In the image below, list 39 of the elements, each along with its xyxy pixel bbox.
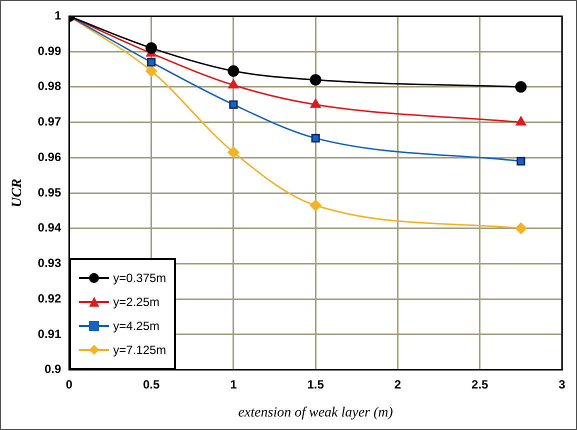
y-tick-label: 0.96	[38, 150, 62, 164]
legend-label: y=4.25m	[113, 318, 160, 333]
y-tick-label: 0.98	[38, 79, 62, 94]
legend-label: y=0.375m	[113, 270, 166, 285]
y-tick-label: 0.91	[38, 326, 62, 341]
y-tick-label: 0.94	[38, 220, 62, 235]
y-tick-label: 0.93	[38, 256, 62, 270]
y-tick-label: 1	[54, 8, 62, 23]
y-tick-label: 0.95	[38, 185, 62, 200]
point	[228, 79, 239, 88]
x-tick-label: 1.5	[307, 377, 324, 392]
point	[229, 100, 238, 109]
x-tick-label: 0	[66, 377, 73, 392]
point	[228, 65, 240, 77]
x-tick-label: 2.5	[472, 377, 489, 392]
x-tick-label: 3	[558, 377, 566, 392]
point	[516, 116, 526, 126]
x-tick-label: 1	[230, 377, 238, 392]
point	[515, 81, 527, 93]
point	[515, 222, 527, 234]
x-axis-title: extension of weak layer (m)	[238, 405, 394, 420]
point	[311, 134, 320, 142]
y-axis-title: UCR	[10, 178, 26, 208]
legend-label: y=2.25m	[113, 294, 160, 309]
y-tick-label: 0.9	[44, 362, 62, 376]
legend-label: y=7.125m	[113, 342, 166, 357]
point	[146, 42, 158, 54]
point	[146, 65, 158, 77]
y-tick-label: 0.99	[38, 44, 62, 58]
point	[516, 156, 526, 166]
x-tick-label: 0.5	[142, 377, 160, 392]
point	[147, 58, 156, 66]
point	[310, 200, 322, 212]
point	[228, 146, 240, 158]
y-tick-label: 0.97	[38, 114, 62, 129]
x-tick-label: 2	[394, 377, 402, 392]
y-tick-label: 0.92	[38, 291, 62, 306]
point	[310, 98, 321, 108]
point	[310, 74, 322, 86]
